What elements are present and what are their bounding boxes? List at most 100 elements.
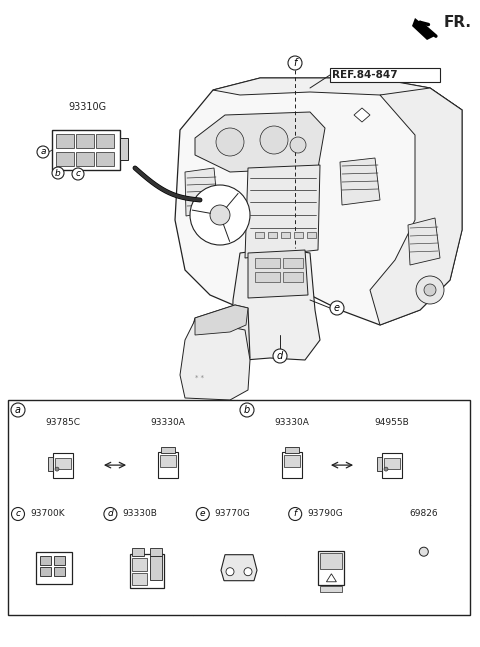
Text: d: d xyxy=(108,509,113,518)
Text: c: c xyxy=(75,170,81,179)
Bar xyxy=(255,272,280,282)
Polygon shape xyxy=(354,108,370,122)
Text: * *: * * xyxy=(195,375,204,381)
Text: a: a xyxy=(40,148,46,157)
Bar xyxy=(132,558,147,571)
Circle shape xyxy=(104,507,117,520)
Polygon shape xyxy=(195,112,325,172)
Polygon shape xyxy=(213,78,462,110)
Polygon shape xyxy=(408,218,440,265)
Bar xyxy=(40,567,51,576)
Circle shape xyxy=(52,167,64,179)
Polygon shape xyxy=(326,574,336,582)
Text: b: b xyxy=(244,405,250,415)
Bar xyxy=(40,556,51,565)
Circle shape xyxy=(384,467,388,471)
Bar xyxy=(281,232,290,238)
Text: 93330A: 93330A xyxy=(151,418,185,427)
Polygon shape xyxy=(195,305,248,335)
Text: FR.: FR. xyxy=(444,15,472,30)
Bar xyxy=(160,455,176,466)
Circle shape xyxy=(196,507,209,520)
Bar xyxy=(8,400,470,615)
Bar xyxy=(150,556,162,580)
Bar xyxy=(255,258,280,268)
Bar xyxy=(76,152,94,166)
Text: 93700K: 93700K xyxy=(30,509,65,518)
Bar xyxy=(130,554,164,587)
Circle shape xyxy=(424,284,436,296)
Bar xyxy=(161,447,175,453)
Text: e: e xyxy=(200,509,205,518)
Circle shape xyxy=(210,205,230,225)
Circle shape xyxy=(240,403,254,417)
Text: 93790G: 93790G xyxy=(307,509,343,518)
Circle shape xyxy=(260,126,288,154)
Circle shape xyxy=(216,128,244,156)
Circle shape xyxy=(290,137,306,153)
Polygon shape xyxy=(232,248,320,360)
Bar xyxy=(54,556,65,565)
Bar xyxy=(294,232,303,238)
Bar xyxy=(318,551,345,585)
Bar xyxy=(307,232,316,238)
Text: 93330A: 93330A xyxy=(275,418,310,427)
Polygon shape xyxy=(185,168,218,216)
Polygon shape xyxy=(175,78,462,325)
Polygon shape xyxy=(370,88,462,325)
Bar xyxy=(54,567,65,576)
Bar xyxy=(76,134,94,148)
Bar xyxy=(56,152,74,166)
Text: 69826: 69826 xyxy=(409,509,438,518)
Circle shape xyxy=(244,567,252,576)
Text: 93770G: 93770G xyxy=(215,509,251,518)
Polygon shape xyxy=(188,305,250,380)
Circle shape xyxy=(190,185,250,245)
Circle shape xyxy=(273,349,287,363)
Bar xyxy=(255,232,264,238)
Bar xyxy=(158,452,178,478)
Text: 94955B: 94955B xyxy=(374,418,409,427)
Bar xyxy=(56,134,74,148)
Circle shape xyxy=(11,403,25,417)
Circle shape xyxy=(288,56,302,70)
Circle shape xyxy=(416,276,444,304)
Bar xyxy=(321,553,342,569)
Bar xyxy=(377,457,382,470)
Polygon shape xyxy=(221,554,257,581)
Bar xyxy=(96,134,114,148)
Bar xyxy=(150,548,162,556)
Bar xyxy=(284,455,300,466)
Polygon shape xyxy=(340,158,380,205)
Circle shape xyxy=(420,547,428,556)
Polygon shape xyxy=(180,320,250,400)
Bar xyxy=(120,138,128,160)
Circle shape xyxy=(55,467,59,471)
Bar xyxy=(53,453,73,477)
Text: REF.84-847: REF.84-847 xyxy=(332,70,397,80)
Bar xyxy=(52,130,120,170)
Bar xyxy=(321,586,342,592)
Polygon shape xyxy=(245,165,320,258)
Text: f: f xyxy=(294,509,297,518)
Circle shape xyxy=(37,146,49,158)
Text: c: c xyxy=(15,509,21,518)
Circle shape xyxy=(226,567,234,576)
Polygon shape xyxy=(248,250,308,298)
Bar xyxy=(330,68,440,82)
Text: b: b xyxy=(55,168,61,177)
Text: a: a xyxy=(15,405,21,415)
Bar xyxy=(285,447,299,453)
Bar xyxy=(36,552,72,584)
Bar xyxy=(132,573,147,584)
Text: e: e xyxy=(334,303,340,313)
Bar xyxy=(283,258,303,268)
Bar xyxy=(48,457,53,470)
Bar xyxy=(55,457,71,468)
Bar xyxy=(382,453,402,477)
Bar xyxy=(384,457,400,468)
Circle shape xyxy=(72,168,84,180)
Text: f: f xyxy=(293,58,297,68)
Bar xyxy=(132,548,144,556)
Text: d: d xyxy=(277,351,283,361)
